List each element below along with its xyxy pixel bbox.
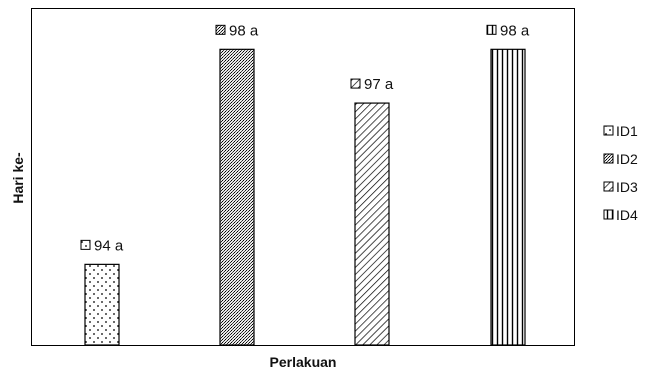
data-label-id2: 98 a <box>229 22 259 39</box>
data-labels-group: 94 a 98 a 97 a 98 a <box>80 22 530 254</box>
data-label-id1: 94 a <box>94 237 124 254</box>
bar-id1 <box>84 263 120 346</box>
plot-area <box>31 8 575 346</box>
data-label-swatch-id3 <box>350 78 361 89</box>
data-label-swatch-id1 <box>80 239 91 250</box>
legend-swatch-id4 <box>603 209 614 220</box>
data-label-swatch-id2 <box>215 24 226 35</box>
y-axis-title: Hari ke- <box>10 152 26 204</box>
bar-id2 <box>219 48 255 346</box>
data-label-swatch-id4 <box>486 24 497 35</box>
legend: ID1 ID2 ID3 ID4 <box>603 123 638 223</box>
legend-swatch-id3 <box>603 181 614 192</box>
legend-swatch-id2 <box>603 153 614 164</box>
x-axis-title: Perlakuan <box>270 354 337 370</box>
legend-swatch-id1 <box>603 125 614 136</box>
legend-label-id4: ID4 <box>616 207 638 223</box>
data-label-id4: 98 a <box>500 22 530 39</box>
legend-label-id1: ID1 <box>616 123 638 139</box>
bar-id4 <box>490 48 526 346</box>
bar-id3 <box>354 102 390 346</box>
data-label-id3: 97 a <box>364 76 394 93</box>
bars-group <box>84 48 526 346</box>
legend-label-id3: ID3 <box>616 179 638 195</box>
legend-label-id2: ID2 <box>616 151 638 167</box>
